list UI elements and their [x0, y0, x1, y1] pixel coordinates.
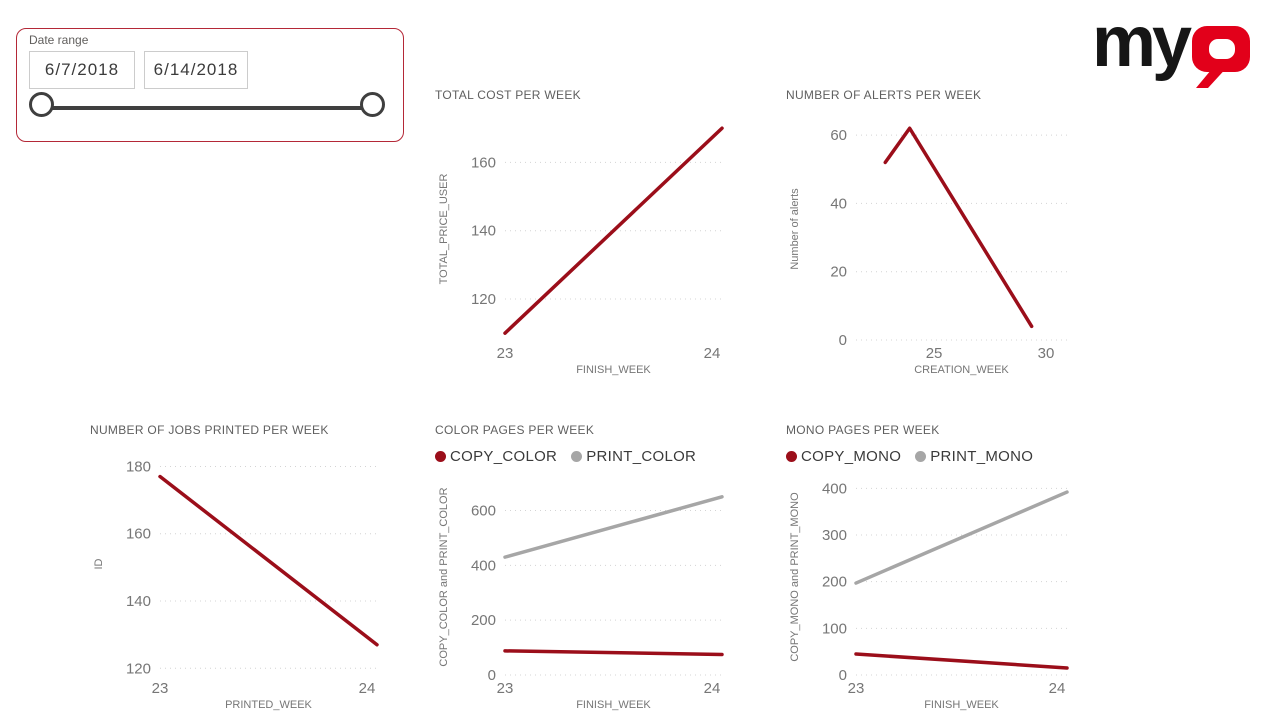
x-axis-title: FINISH_WEEK — [924, 699, 999, 711]
y-tick-label: 600 — [471, 503, 496, 520]
y-tick-label: 100 — [822, 620, 847, 637]
date-range-slider-track[interactable] — [44, 106, 376, 110]
logo-text-my: my — [1092, 2, 1192, 82]
end-date-input[interactable]: 6/14/2018 — [144, 51, 248, 89]
x-tick-label: 23 — [497, 345, 514, 362]
x-tick-label: 24 — [359, 680, 376, 697]
legend-label: COPY_MONO — [801, 447, 902, 465]
chart-color-pages-per-week[interactable]: COLOR PAGES PER WEEK COPY_COLOR PRINT_COL… — [435, 421, 737, 715]
y-axis-title: COPY_COLOR and PRINT_COLOR — [438, 487, 450, 666]
legend-item-COPY_MONO[interactable]: COPY_MONO — [786, 448, 901, 465]
legend-label: PRINT_MONO — [930, 447, 1034, 465]
y-tick-label: 60 — [830, 127, 847, 144]
y-tick-label: 40 — [830, 195, 847, 212]
y-axis-title: COPY_MONO and PRINT_MONO — [789, 492, 801, 662]
series-line-TOTAL_PRICE_USER[interactable] — [503, 126, 724, 335]
date-range-slicer: Date range 6/7/2018 6/14/2018 — [16, 28, 404, 142]
x-tick-label: 23 — [497, 680, 514, 697]
color-pages-plot[interactable]: 0 200 400 600 23 24 FINISH_WEEK COPY_COLOR and … — [435, 469, 737, 715]
legend: COPY_MONO PRINT_MONO — [786, 443, 1082, 469]
legend: COPY_COLOR PRINT_COLOR — [435, 443, 737, 469]
x-axis-title: PRINTED_WEEK — [225, 699, 312, 711]
y-tick-label: 180 — [126, 458, 151, 475]
series-line-COPY_MONO[interactable] — [854, 652, 1069, 670]
x-tick-label: 24 — [704, 680, 721, 697]
series-line-PRINT_MONO[interactable] — [854, 490, 1069, 585]
chart-title: MONO PAGES PER WEEK — [786, 423, 940, 437]
x-tick-label: 25 — [926, 345, 943, 362]
y-tick-label: 200 — [471, 612, 496, 629]
x-tick-label: 24 — [704, 345, 721, 362]
y-tick-label: 140 — [126, 593, 151, 610]
y-tick-label: 120 — [126, 660, 151, 677]
y-tick-label: 0 — [839, 667, 847, 684]
legend-dot-icon — [786, 450, 797, 462]
legend-label: COPY_COLOR — [450, 447, 558, 465]
y-axis-title: Number of alerts — [789, 188, 801, 270]
y-tick-label: 160 — [126, 526, 151, 543]
chart-number-of-alerts-per-week[interactable]: NUMBER OF ALERTS PER WEEK 0 20 40 60 25 30 CRE… — [786, 86, 1082, 380]
alerts-plot[interactable]: 0 20 40 60 25 30 CREATION_WEEK Number of alerts — [786, 108, 1082, 380]
total-cost-plot[interactable]: 120 140 160 23 24 FINISH_WEEK TOTAL_PRICE_USER — [435, 108, 737, 380]
chart-total-cost-per-week[interactable]: TOTAL COST PER WEEK 120 140 160 23 24 FINISH_… — [435, 86, 737, 380]
x-axis-title: FINISH_WEEK — [576, 364, 651, 376]
legend-item-PRINT_MONO[interactable]: PRINT_MONO — [915, 448, 1033, 465]
y-tick-label: 300 — [822, 527, 847, 544]
x-tick-label: 30 — [1038, 345, 1055, 362]
y-tick-label: 400 — [822, 480, 847, 497]
y-tick-label: 200 — [822, 574, 847, 591]
logo-q-icon — [1192, 26, 1251, 88]
y-tick-label: 140 — [471, 223, 496, 240]
legend-label: PRINT_COLOR — [586, 447, 697, 465]
series-line-COPY_COLOR[interactable] — [503, 649, 724, 657]
x-axis-title: CREATION_WEEK — [914, 364, 1009, 376]
y-tick-label: 0 — [488, 667, 496, 684]
chart-title: NUMBER OF JOBS PRINTED PER WEEK — [90, 423, 329, 437]
legend-dot-icon — [915, 450, 927, 462]
y-tick-label: 20 — [830, 264, 847, 281]
legend-dot-icon — [435, 450, 446, 462]
series-line-ID[interactable] — [158, 474, 379, 647]
series-line-Number of alerts[interactable] — [883, 126, 1034, 329]
y-axis-title: TOTAL_PRICE_USER — [438, 174, 450, 285]
y-tick-label: 400 — [471, 557, 496, 574]
x-tick-label: 23 — [152, 680, 169, 697]
x-axis-title: FINISH_WEEK — [576, 699, 651, 711]
legend-item-PRINT_COLOR[interactable]: PRINT_COLOR — [571, 448, 696, 465]
mono-pages-plot[interactable]: 0 100 200 300 400 23 24 FINISH_WEEK COPY_MONO an… — [786, 469, 1082, 715]
y-tick-label: 160 — [471, 154, 496, 171]
date-range-slider-handle-start[interactable] — [29, 92, 54, 117]
y-tick-label: 0 — [839, 332, 847, 349]
chart-title: NUMBER OF ALERTS PER WEEK — [786, 88, 982, 102]
date-range-label: Date range — [29, 33, 89, 47]
x-tick-label: 23 — [848, 680, 865, 697]
legend-dot-icon — [571, 450, 583, 462]
myq-logo: my — [1092, 6, 1268, 90]
chart-number-of-jobs-printed-per-week[interactable]: NUMBER OF JOBS PRINTED PER WEEK 120 140 16… — [90, 421, 392, 715]
chart-title: COLOR PAGES PER WEEK — [435, 423, 595, 437]
legend-item-COPY_COLOR[interactable]: COPY_COLOR — [435, 448, 557, 465]
jobs-printed-plot[interactable]: 120 140 160 180 23 24 PRINTED_WEEK ID — [90, 443, 392, 715]
y-axis-title: ID — [93, 558, 105, 569]
series-line-PRINT_COLOR[interactable] — [503, 495, 724, 559]
y-tick-label: 120 — [471, 291, 496, 308]
start-date-input[interactable]: 6/7/2018 — [29, 51, 135, 89]
chart-mono-pages-per-week[interactable]: MONO PAGES PER WEEK COPY_MONO PRINT_MONO … — [786, 421, 1082, 715]
x-tick-label: 24 — [1049, 680, 1066, 697]
chart-title: TOTAL COST PER WEEK — [435, 88, 581, 102]
date-range-slider-handle-end[interactable] — [360, 92, 385, 117]
